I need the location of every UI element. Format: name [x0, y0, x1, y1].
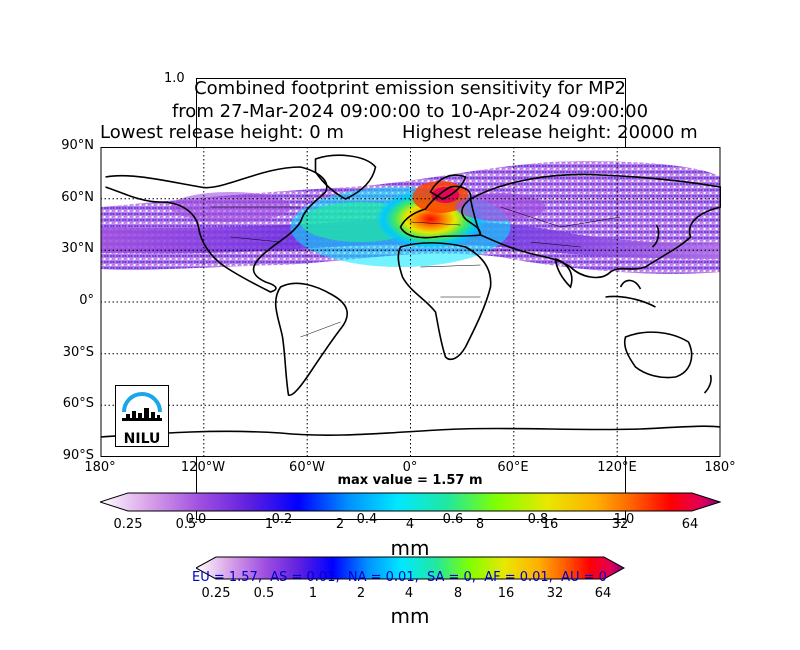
nilu-logo: NILU	[115, 385, 169, 447]
lat-label-30n: 30°N	[61, 241, 94, 256]
cb-ghost-tick-7: 32	[546, 586, 564, 601]
lon-label-60e: 60°E	[497, 460, 529, 475]
cb-ghost-tick-0: 0.25	[201, 586, 231, 601]
max-value-label: max value = 1.57 m	[337, 473, 483, 488]
cb-main-tick-4: 4	[405, 517, 415, 532]
ghost-tick-0: 0.0	[185, 512, 207, 527]
colorbar-main-unit: mm	[390, 536, 430, 560]
cb-ghost-tick-5: 8	[453, 586, 463, 601]
cb-main-tick-3: 2	[335, 517, 345, 532]
ghost-tick-5: 1.0	[613, 512, 635, 527]
lat-label-90n: 90°N	[61, 138, 94, 153]
cb-main-tick-5: 8	[475, 517, 485, 532]
coastlines	[100, 154, 721, 438]
cb-main-tick-7: 32	[611, 517, 629, 532]
lon-label-60w: 60°W	[289, 460, 325, 475]
ghost-tick-2: 0.4	[356, 512, 378, 527]
cb-main-tick-0: 0.25	[113, 517, 143, 532]
title-line-2: from 27-Mar-2024 09:00:00 to 10-Apr-2024…	[171, 101, 649, 122]
cb-ghost-tick-1: 0.5	[253, 586, 275, 601]
lon-label-120w: 120°W	[180, 460, 226, 475]
nilu-logo-text: NILU	[123, 431, 161, 447]
ghost-axis-top-label: 1.0	[164, 71, 185, 86]
lon-label-180e: 180°	[704, 460, 736, 475]
cb-main-tick-8: 64	[681, 517, 699, 532]
lat-label-60n: 60°N	[61, 190, 94, 205]
cb-ghost-tick-4: 4	[404, 586, 414, 601]
ghost-tick-1: 0.2	[271, 512, 293, 527]
lat-label-90s: 90°S	[62, 448, 94, 463]
title-line-3-right: Highest release height: 20000 m	[402, 122, 698, 143]
lat-label-30s: 30°S	[62, 345, 94, 360]
colorbar-ghost	[196, 556, 626, 580]
gridlines	[100, 147, 721, 457]
lon-label-120e: 120°E	[597, 460, 637, 475]
nilu-logo-icon	[122, 392, 162, 421]
cb-main-tick-2: 1	[264, 517, 274, 532]
colorbar-main	[100, 492, 721, 512]
lat-label-60s: 60°S	[62, 396, 94, 411]
title-line-3-left: Lowest release height: 0 m	[100, 122, 344, 143]
lon-label-180w: 180°	[84, 460, 116, 475]
lon-label-0: 0°	[402, 460, 418, 475]
cb-ghost-tick-6: 16	[497, 586, 515, 601]
country-borders	[210, 206, 621, 338]
cb-main-tick-1: 0.5	[175, 517, 197, 532]
lat-label-0: 0°	[79, 293, 94, 308]
cb-main-tick-6: 16	[541, 517, 559, 532]
cb-ghost-tick-2: 1	[308, 586, 318, 601]
colorbar-ghost-unit: mm	[390, 604, 430, 628]
title-line-1: Combined footprint emission sensitivity …	[194, 78, 626, 99]
cb-ghost-tick-8: 64	[594, 586, 612, 601]
ghost-tick-3: 0.6	[442, 512, 464, 527]
region-stats: EU = 1.57, AS = 0.01, NA = 0.01, SA = 0,…	[192, 570, 607, 585]
ghost-tick-4: 0.8	[527, 512, 549, 527]
world-map	[100, 147, 721, 457]
cb-ghost-tick-3: 2	[356, 586, 366, 601]
